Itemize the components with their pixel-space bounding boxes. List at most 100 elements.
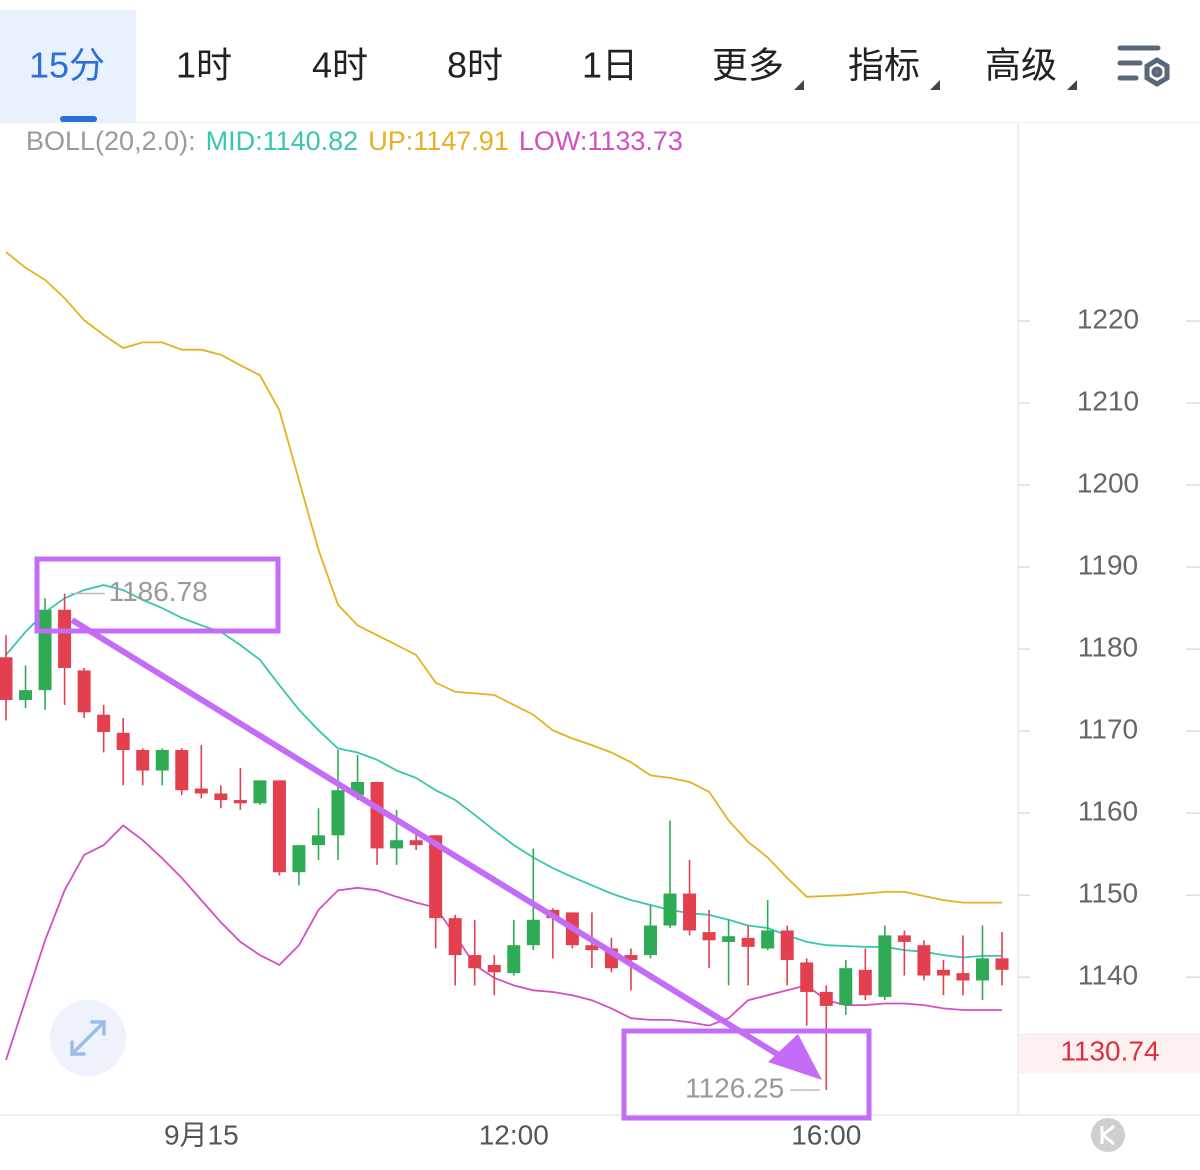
candle-body <box>272 780 286 873</box>
candle-body <box>663 893 677 926</box>
y-tick-label: 1200 <box>1077 467 1139 498</box>
candle-body <box>917 945 931 976</box>
tab[interactable]: 1时 <box>176 45 232 86</box>
indicator-label: BOLL(20,2.0): <box>26 126 196 156</box>
candle-body <box>624 955 638 960</box>
selected-tab-indicator <box>60 116 97 122</box>
candle-body <box>448 918 462 956</box>
candle-body <box>819 991 833 1006</box>
candle-body <box>370 781 384 849</box>
y-tick-label: 1150 <box>1078 878 1138 909</box>
expand-arrow <box>90 1020 106 1036</box>
candle-body <box>956 973 970 981</box>
candle-body <box>214 793 228 801</box>
candle-body <box>976 958 989 981</box>
candle-body <box>780 930 794 960</box>
menu[interactable]: 高级 <box>985 45 1057 86</box>
candle-body <box>702 932 716 941</box>
tab[interactable]: 15分 <box>29 45 105 86</box>
icon-gear <box>1144 57 1170 87</box>
x-tick-label: 16:00 <box>791 1119 861 1150</box>
candle-body <box>233 800 247 804</box>
low-marker-label: 1126.25 <box>685 1072 784 1103</box>
expand-diag <box>70 1020 106 1056</box>
candle-body <box>194 788 208 794</box>
candle-body <box>97 714 111 732</box>
selected-tab-bg <box>0 10 136 122</box>
menu-caret <box>794 80 804 90</box>
y-tick-label: 1170 <box>1078 714 1138 745</box>
candle-body <box>936 969 950 976</box>
candle-body <box>995 958 1009 970</box>
candle-body <box>331 790 345 836</box>
annotation-box <box>621 1028 872 1121</box>
legend-value: 1147.91 <box>413 126 509 156</box>
legend-name: UP: <box>368 126 413 156</box>
candle-body <box>468 955 482 969</box>
candle-body <box>175 750 189 791</box>
candle-body <box>683 893 697 931</box>
tab[interactable]: 8时 <box>447 45 503 86</box>
candle-body <box>253 780 267 804</box>
y-tick-label: 1210 <box>1077 385 1139 416</box>
candle-body <box>800 962 814 992</box>
tab[interactable]: 1日 <box>582 45 638 86</box>
menu-caret <box>930 80 940 90</box>
user-annotation <box>34 556 872 1121</box>
expand-arrow <box>70 1040 86 1056</box>
candle-body <box>761 930 775 949</box>
band-line <box>5 251 1002 904</box>
band-line <box>5 824 1002 1061</box>
candle-body <box>311 835 325 846</box>
annotation-arrow-shaft <box>70 617 792 1065</box>
candle-body <box>38 609 52 691</box>
candle-body <box>429 835 443 919</box>
indicator-legend: BOLL(20,2.0): MID:1140.82 UP:1147.91 LOW:11… <box>26 126 683 156</box>
icon-gear-hole <box>1151 66 1163 78</box>
candle-body <box>858 969 872 996</box>
legend-value: 1133.73 <box>587 126 683 156</box>
candle-body <box>155 750 169 771</box>
y-tick-label: 1180 <box>1078 632 1138 663</box>
plot <box>0 251 1009 1090</box>
menu-caret <box>1067 80 1077 90</box>
k-glyph <box>1100 1124 1115 1146</box>
annotation-arrow-head <box>768 1034 822 1080</box>
candle-body <box>878 935 892 997</box>
candle-body <box>390 840 404 849</box>
candle-body <box>77 670 91 713</box>
candle-body <box>292 845 306 873</box>
x-tick-label: 9月15 <box>164 1119 239 1150</box>
band-line <box>5 584 1002 959</box>
candle-body <box>507 945 521 974</box>
legend-name: MID: <box>206 126 263 156</box>
annotation-box <box>34 556 281 634</box>
candle-body <box>741 937 755 947</box>
tab[interactable]: 4时 <box>312 45 368 86</box>
expand-button[interactable] <box>50 1000 126 1076</box>
y-tick-label: 1220 <box>1077 303 1139 334</box>
candle-body <box>19 690 33 700</box>
last-price-bg <box>1019 1033 1200 1074</box>
candle-body <box>643 925 657 956</box>
candle-body <box>897 935 911 942</box>
k-button[interactable] <box>1091 1118 1125 1152</box>
x-tick-label: 12:00 <box>479 1119 549 1150</box>
settings-icon[interactable] <box>1117 45 1170 87</box>
legend-value: 1140.82 <box>263 126 359 156</box>
candle-body <box>487 964 501 973</box>
menu[interactable]: 指标 <box>848 45 920 86</box>
last-price-label: 1130.74 <box>1060 1036 1159 1067</box>
high-marker-label: 1186.78 <box>109 576 208 607</box>
legend-name: LOW: <box>519 126 588 156</box>
y-tick-label: 1190 <box>1078 549 1138 580</box>
candle-body <box>116 732 130 751</box>
candle-body <box>0 657 13 700</box>
candle-body <box>839 968 853 1006</box>
candle-body <box>526 919 540 946</box>
menu[interactable]: 更多 <box>712 45 784 86</box>
candle-body <box>722 936 736 942</box>
